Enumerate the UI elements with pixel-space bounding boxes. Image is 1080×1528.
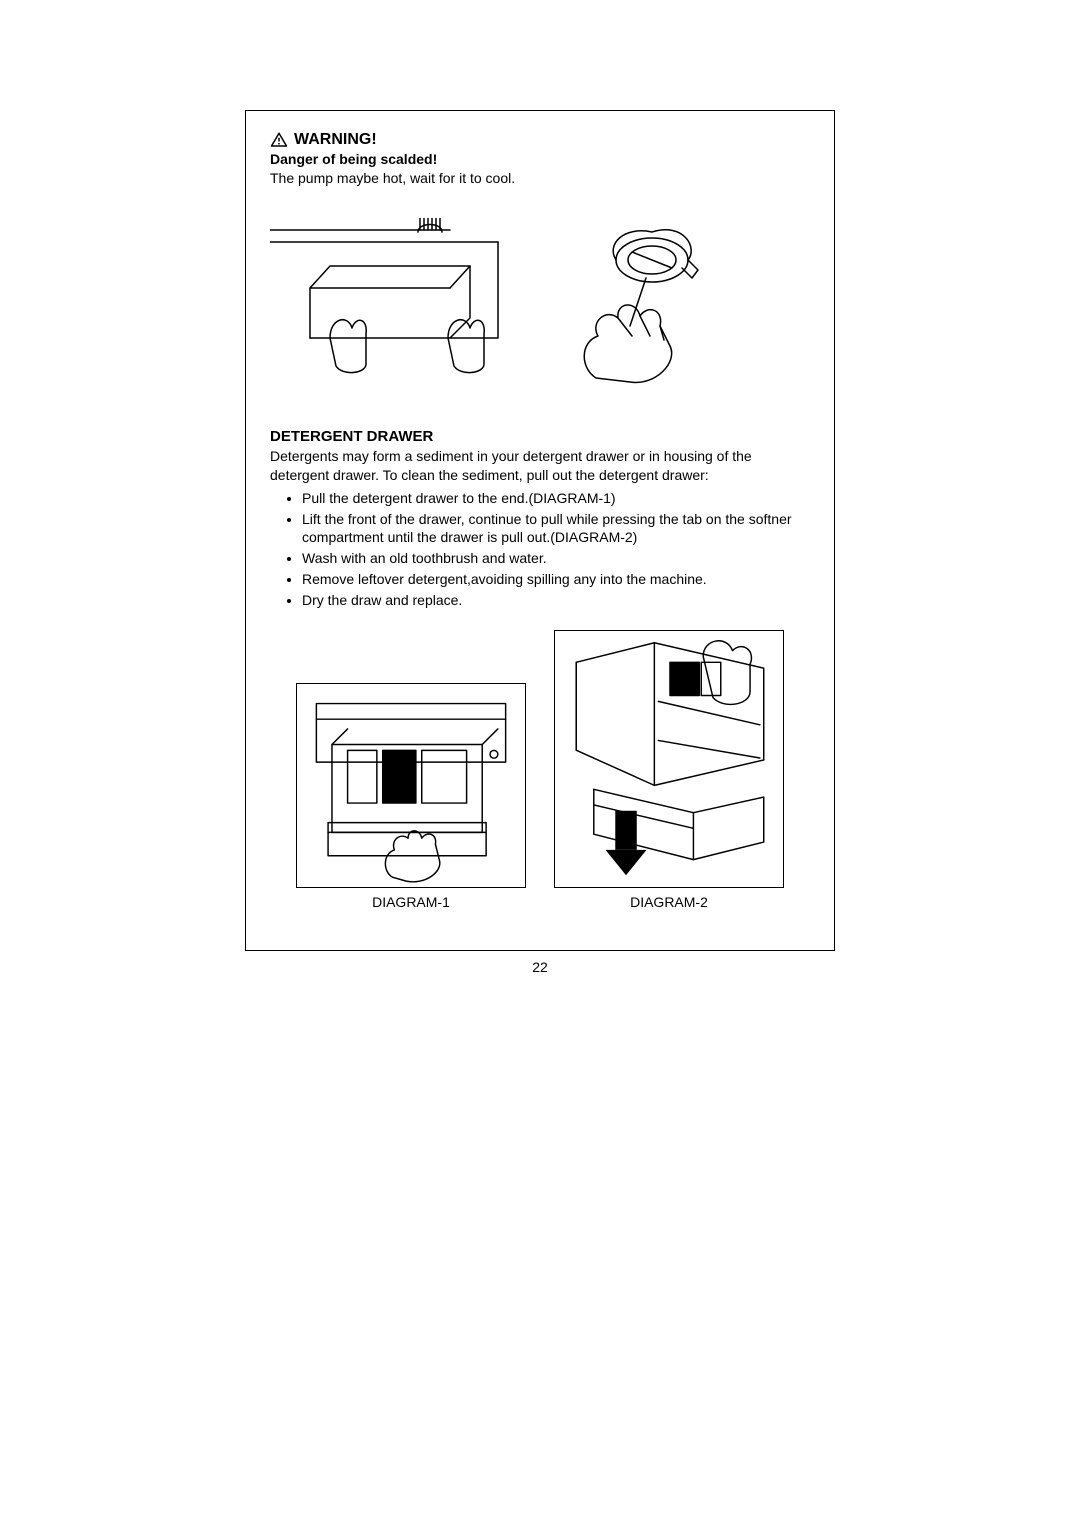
diagram-2-caption: DIAGRAM-2 — [630, 894, 708, 910]
detergent-section-title: DETERGENT DRAWER — [270, 428, 810, 445]
top-figures-row — [270, 218, 810, 388]
content-frame: WARNING! Danger of being scalded! The pu… — [245, 110, 835, 951]
warning-heading: WARNING! — [270, 131, 810, 149]
list-item: Remove leftover detergent,avoiding spill… — [302, 570, 810, 589]
diagram-1-caption: DIAGRAM-1 — [372, 894, 450, 910]
warning-danger: Danger of being scalded! — [270, 151, 810, 167]
diagram-2-illustration — [554, 630, 784, 888]
list-item: Lift the front of the drawer, continue t… — [302, 510, 810, 548]
list-item: Dry the draw and replace. — [302, 591, 810, 610]
filter-cap-illustration — [560, 218, 730, 388]
document-page: WARNING! Danger of being scalded! The pu… — [0, 0, 1080, 1528]
list-item: Pull the detergent drawer to the end.(DI… — [302, 489, 810, 508]
diagram-2-column: DIAGRAM-2 — [554, 630, 784, 910]
warning-title: WARNING! — [294, 131, 377, 149]
warning-body: The pump maybe hot, wait for it to cool. — [270, 169, 810, 188]
list-item: Wash with an old toothbrush and water. — [302, 549, 810, 568]
bottom-figures-row: DIAGRAM-1 — [270, 630, 810, 910]
warning-triangle-icon — [270, 131, 288, 149]
page-number: 22 — [0, 959, 1080, 975]
detergent-intro: Detergents may form a sediment in your d… — [270, 447, 810, 485]
detergent-bullet-list: Pull the detergent drawer to the end.(DI… — [270, 489, 810, 610]
pump-panel-illustration — [270, 218, 520, 388]
diagram-1-column: DIAGRAM-1 — [296, 683, 526, 910]
diagram-1-illustration — [296, 683, 526, 888]
